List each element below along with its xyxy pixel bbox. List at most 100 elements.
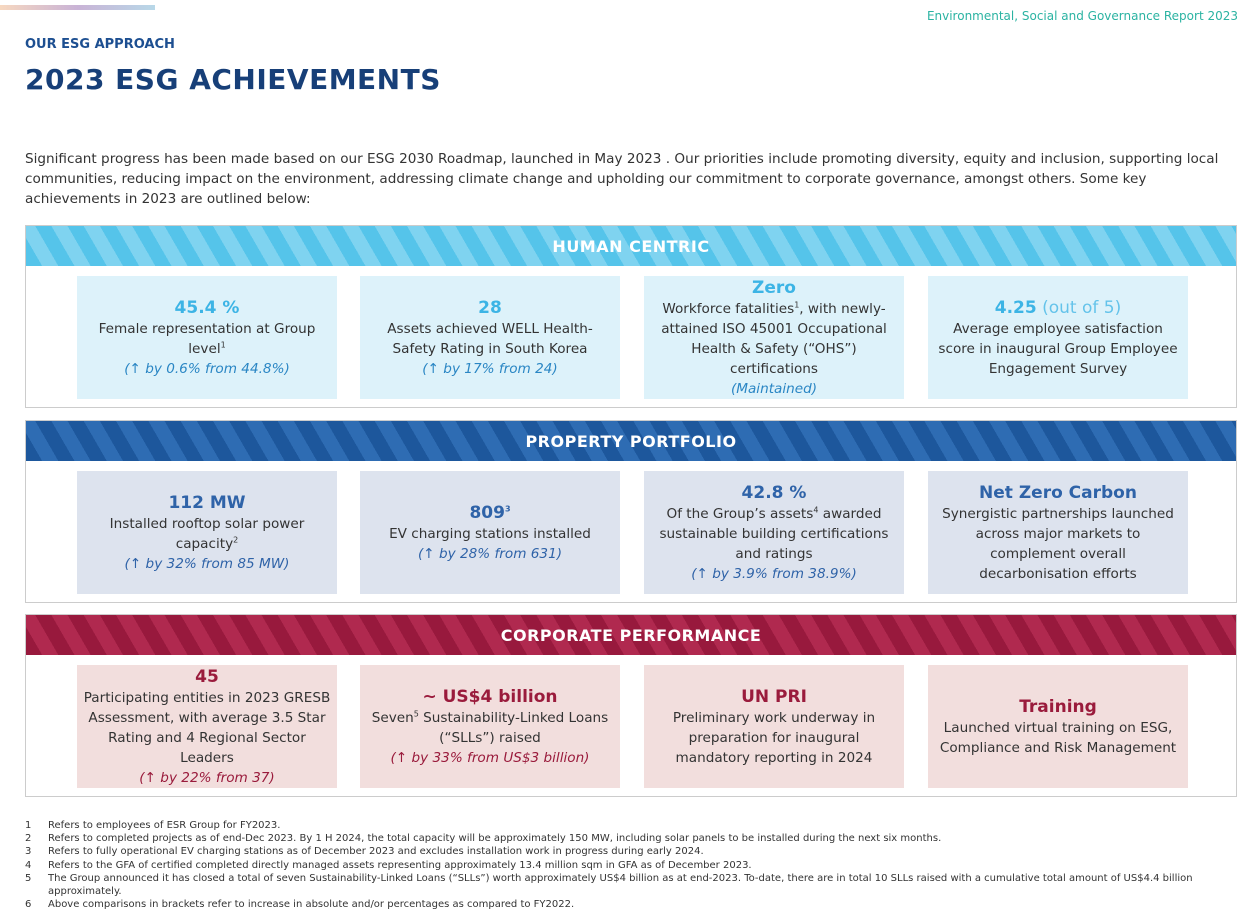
footnote-number: 5 xyxy=(25,872,32,884)
description: Participating entities in 2023 GRESB Ass… xyxy=(83,688,331,768)
text-run: Training xyxy=(1019,696,1097,717)
panel-header: HUMAN CENTRIC xyxy=(26,226,1236,266)
footnote: 4 Refers to the GFA of certified complete… xyxy=(25,859,1235,872)
footnote-number: 2 xyxy=(25,833,32,845)
footnote-ref: 1 xyxy=(220,339,226,349)
text-run: Zero xyxy=(752,277,796,298)
footnote-text: Refers to fully operational EV charging … xyxy=(48,846,704,858)
page-title: 2023 ESG ACHIEVEMENTS xyxy=(25,63,441,96)
footnote-text: Refers to completed projects as of end-D… xyxy=(48,833,942,845)
description: Female representation at Group level1 xyxy=(83,319,331,359)
panel: PROPERTY PORTFOLIO 112 MW Installed roofto… xyxy=(25,420,1237,603)
footnote-number: 3 xyxy=(25,846,32,858)
change: (↑ by 33% from US$3 billion) xyxy=(390,749,590,766)
cards: 45.4 % Female representation at Group lev… xyxy=(26,266,1236,407)
text-run: 4.25 xyxy=(994,297,1037,318)
footnote: 3 Refers to fully operational EV charging… xyxy=(25,845,1235,858)
description: Preliminary work underway in preparation… xyxy=(650,708,898,768)
footnote-text: Above comparisons in brackets refer to i… xyxy=(48,899,575,911)
footnote-number: 4 xyxy=(25,859,32,871)
footnote: 1 Refers to employees of ESR Group for FY… xyxy=(25,819,1235,832)
card: 42.8 % Of the Group’s assets4 awarded sus… xyxy=(644,471,904,594)
change: (↑ by 22% from 37) xyxy=(139,769,275,786)
footnote-text: Refers to employees of ESR Group for FY2… xyxy=(48,820,281,831)
change: (↑ by 0.6% from 44.8%) xyxy=(124,360,290,377)
text-run: 28 xyxy=(478,297,502,318)
text-run: 45 xyxy=(195,666,219,687)
footnote-number: 1 xyxy=(25,820,32,831)
change: (↑ by 28% from 631) xyxy=(417,545,563,562)
footnote-ref: 3 xyxy=(504,503,511,513)
headline: 45 xyxy=(195,666,219,688)
text-run: 112 MW xyxy=(168,492,246,513)
footnote-ref: 2 xyxy=(233,534,239,544)
footnotes: 1 Refers to employees of ESR Group for FY… xyxy=(25,819,1235,911)
text-run: Installed rooftop solar power capacity xyxy=(109,515,305,552)
headline: ~ US$4 billion xyxy=(422,686,557,708)
text-run: Average employee satisfaction score in i… xyxy=(938,320,1178,377)
text-run: awarded sustainable building certificati… xyxy=(659,505,889,562)
headline: Net Zero Carbon xyxy=(979,482,1137,504)
description: Workforce fatalities1, with newly-attain… xyxy=(650,299,898,379)
section-label: OUR ESG APPROACH xyxy=(25,37,175,52)
decor-bar xyxy=(0,5,155,10)
text-run: Preliminary work underway in preparation… xyxy=(672,709,876,766)
panel-header: PROPERTY PORTFOLIO xyxy=(26,421,1236,461)
change: (Maintained) xyxy=(730,380,818,397)
headline: Training xyxy=(1019,696,1097,718)
cards: 112 MW Installed rooftop solar power capa… xyxy=(26,461,1236,602)
text-run: Seven xyxy=(371,709,414,726)
cards: 45 Participating entities in 2023 GRESB A… xyxy=(26,655,1236,796)
text-run: 45.4 % xyxy=(174,297,240,318)
text-run: 42.8 % xyxy=(741,482,807,503)
headline: 45.4 % xyxy=(175,297,240,319)
card: Training Launched virtual training on ESG… xyxy=(928,665,1188,788)
footnote-number: 6 xyxy=(25,899,32,911)
headline: 112 MW xyxy=(168,492,245,514)
text-run: Net Zero Carbon xyxy=(979,482,1137,503)
card: 45 Participating entities in 2023 GRESB A… xyxy=(77,665,337,788)
intro: Significant progress has been made based… xyxy=(25,151,1219,207)
panel-header: CORPORATE PERFORMANCE xyxy=(26,615,1236,655)
text-run: EV charging stations installed xyxy=(389,525,591,542)
card: ~ US$4 billion Seven5 Sustainability-Link… xyxy=(360,665,620,788)
description: Assets achieved WELL Health-Safety Ratin… xyxy=(366,319,614,359)
footnote: 2 Refers to completed projects as of end-… xyxy=(25,832,1235,845)
headline: 8093 xyxy=(469,502,510,524)
footnote: 6 Above comparisons in brackets refer to … xyxy=(25,898,1235,911)
description: Seven5 Sustainability-Linked Loans (“SLL… xyxy=(366,708,614,748)
headline-note: (out of 5) xyxy=(1036,297,1122,318)
card: 112 MW Installed rooftop solar power capa… xyxy=(77,471,337,594)
description: Average employee satisfaction score in i… xyxy=(934,319,1182,379)
text-run: 809 xyxy=(469,502,505,523)
card: 8093 EV charging stations installed (↑ by … xyxy=(360,471,620,594)
text-run: Sustainability-Linked Loans (“SLLs”) rai… xyxy=(418,709,609,746)
description: EV charging stations installed xyxy=(389,524,591,544)
footnote-ref: 4 xyxy=(813,504,819,514)
panel: CORPORATE PERFORMANCE 45 Participating ent… xyxy=(25,614,1237,797)
headline: 4.25 (out of 5) xyxy=(995,297,1121,319)
change: (↑ by 17% from 24) xyxy=(422,360,558,377)
text-run: Workforce fatalities xyxy=(662,300,795,317)
text-run: Female representation at Group level xyxy=(98,320,316,357)
headline: 28 xyxy=(478,297,502,319)
card: Zero Workforce fatalities1, with newly-at… xyxy=(644,276,904,399)
footnote-ref: 5 xyxy=(413,708,419,718)
text-run: , with newly-attained ISO 45001 Occupati… xyxy=(661,300,887,377)
text-run: UN PRI xyxy=(741,686,807,707)
text-run: ~ US$4 billion xyxy=(422,686,558,707)
footnote-text: The Group announced it has closed a tota… xyxy=(48,872,1193,898)
change: (↑ by 32% from 85 MW) xyxy=(124,555,290,572)
headline: Zero xyxy=(752,277,796,299)
description: Of the Group’s assets4 awarded sustainab… xyxy=(650,504,898,564)
card: Net Zero Carbon Synergistic partnerships … xyxy=(928,471,1188,594)
card: UN PRI Preliminary work underway in prepa… xyxy=(644,665,904,788)
description: Installed rooftop solar power capacity2 xyxy=(83,514,331,554)
description: Launched virtual training on ESG, Compli… xyxy=(934,718,1182,758)
text-run: Synergistic partnerships launched across… xyxy=(942,505,1174,582)
text-run: Of the Group’s assets xyxy=(666,505,814,522)
card: 28 Assets achieved WELL Health-Safety Rat… xyxy=(360,276,620,399)
panel: HUMAN CENTRIC 45.4 % Female representation… xyxy=(25,225,1237,408)
text-run: Launched virtual training on ESG, Compli… xyxy=(939,719,1177,756)
footnote: 5 The Group announced it has closed a tot… xyxy=(25,872,1235,898)
